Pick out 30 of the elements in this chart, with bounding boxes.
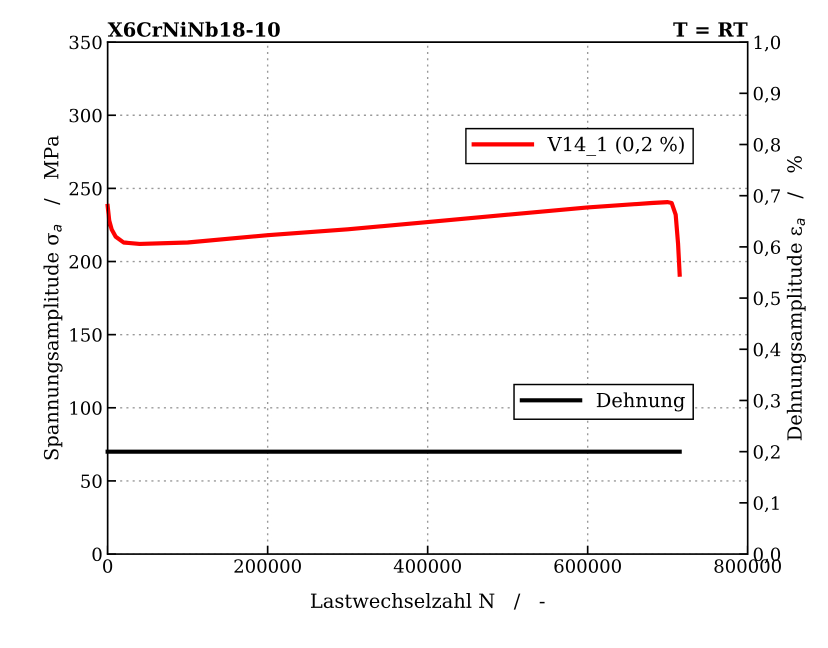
x-tick-label: 200000 xyxy=(234,559,301,573)
y2-tick-label: 0,2 xyxy=(754,445,780,461)
legend-label: Dehnung xyxy=(596,392,685,412)
chart-title: X6CrNiNb18-10 xyxy=(108,22,280,37)
y-tick-label: 300 xyxy=(70,108,102,122)
y2-tick-label: 0,9 xyxy=(754,86,780,103)
text: T = RT xyxy=(673,22,748,37)
y-tick-label: 150 xyxy=(70,328,102,342)
y-tick-label: 0 xyxy=(92,548,102,562)
text: Spannungsamplitude σ$_{a}$ / MPa xyxy=(44,136,63,460)
y2-tick-label: 0,3 xyxy=(754,394,780,410)
legend-label: V14_1 (0,2 %) xyxy=(547,136,684,156)
x-tick-label: 0 xyxy=(103,559,112,573)
y-tick-label: 200 xyxy=(70,254,102,269)
text: Dehnungsamplitude ε$_{a}$ / % xyxy=(786,156,806,440)
y2-tick-label: 0,8 xyxy=(754,138,780,154)
y2-tick-label: 0,1 xyxy=(754,496,779,512)
y2-tick-label: 0,7 xyxy=(754,189,780,206)
x-axis-title: Lastwechselzahl N / - xyxy=(310,593,545,610)
y-tick-label: 50 xyxy=(81,474,102,488)
y2-tick-label: 1,0 xyxy=(754,36,780,52)
line-series xyxy=(106,200,682,277)
y-tick-label: 250 xyxy=(70,182,102,196)
y2-tick-label: 0,4 xyxy=(754,342,780,359)
y2-tick-label: 0,5 xyxy=(754,292,780,308)
y-tick-label: 350 xyxy=(70,36,102,50)
y2-tick-label: 0,6 xyxy=(754,240,780,256)
x-tick-label: 400000 xyxy=(394,559,461,573)
x-tick-label: 600000 xyxy=(554,559,621,573)
y-tick-label: 100 xyxy=(70,401,102,415)
